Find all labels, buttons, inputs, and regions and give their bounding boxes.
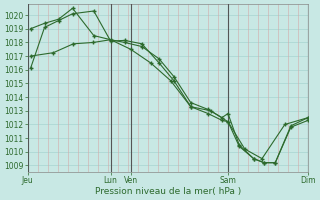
X-axis label: Pression niveau de la mer( hPa ): Pression niveau de la mer( hPa ) [95,187,241,196]
